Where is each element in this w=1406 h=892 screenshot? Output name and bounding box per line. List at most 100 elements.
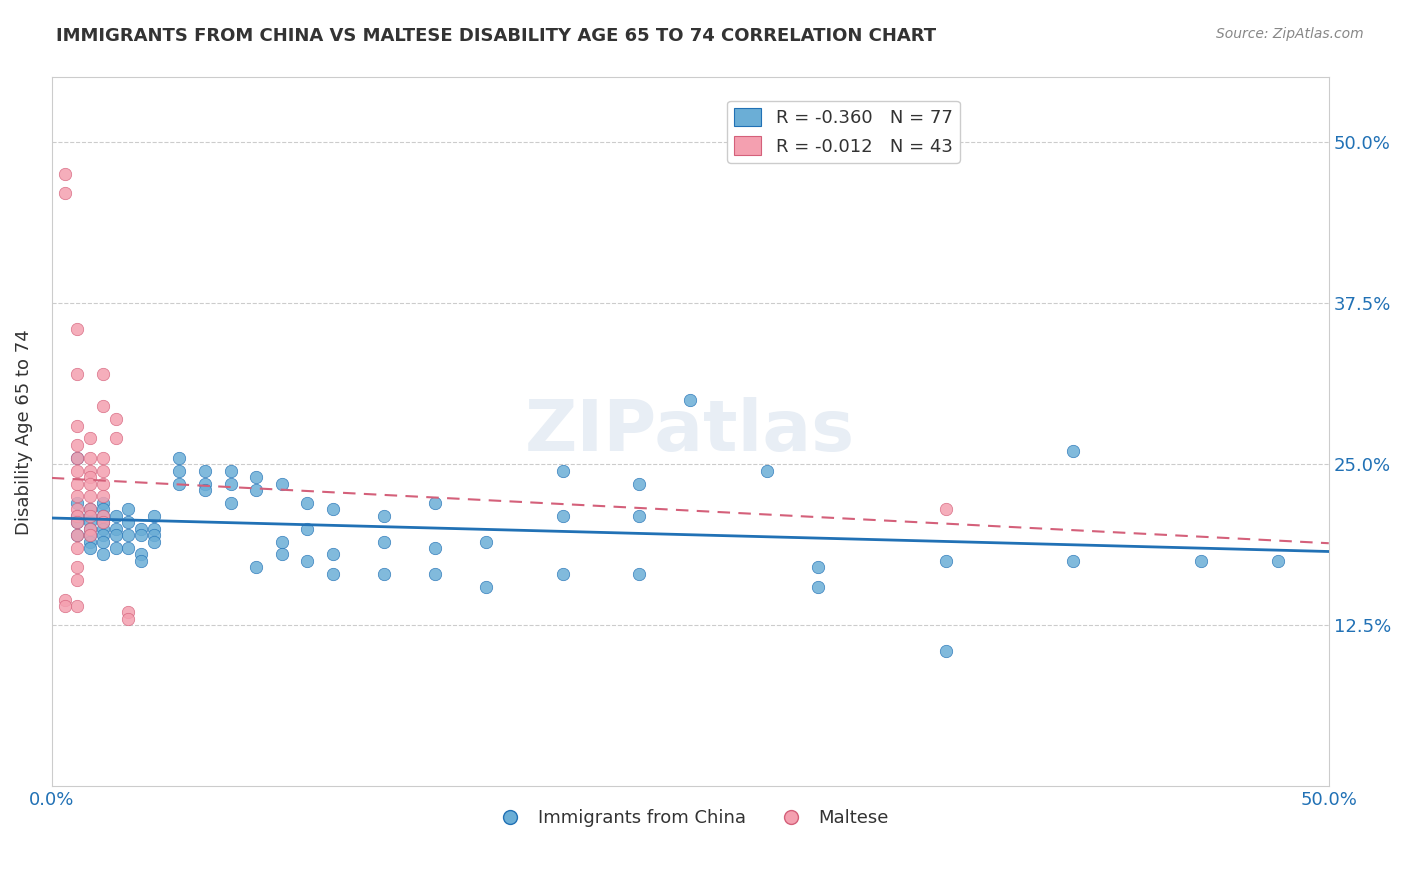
Text: Source: ZipAtlas.com: Source: ZipAtlas.com — [1216, 27, 1364, 41]
Point — [53, 186, 76, 201]
Legend: Immigrants from China, Maltese: Immigrants from China, Maltese — [485, 802, 896, 834]
Point — [91, 528, 114, 542]
Point — [66, 599, 89, 613]
Point — [807, 580, 830, 594]
Point — [270, 476, 292, 491]
Point — [104, 412, 127, 426]
Point — [628, 476, 651, 491]
Point — [104, 508, 127, 523]
Point — [91, 399, 114, 413]
Point — [66, 418, 89, 433]
Point — [423, 496, 446, 510]
Point — [935, 644, 957, 658]
Point — [91, 476, 114, 491]
Point — [91, 508, 114, 523]
Point — [129, 548, 152, 562]
Point — [373, 566, 395, 581]
Point — [79, 508, 101, 523]
Point — [91, 464, 114, 478]
Point — [66, 496, 89, 510]
Point — [79, 522, 101, 536]
Point — [169, 476, 191, 491]
Point — [423, 566, 446, 581]
Point — [79, 464, 101, 478]
Point — [66, 528, 89, 542]
Point — [66, 541, 89, 555]
Point — [117, 515, 139, 529]
Point — [551, 566, 574, 581]
Point — [66, 515, 89, 529]
Point — [53, 599, 76, 613]
Point — [270, 534, 292, 549]
Point — [551, 464, 574, 478]
Point — [91, 508, 114, 523]
Point — [295, 522, 318, 536]
Point — [117, 541, 139, 555]
Point — [91, 367, 114, 381]
Point — [270, 548, 292, 562]
Point — [245, 470, 267, 484]
Point — [79, 490, 101, 504]
Point — [66, 560, 89, 574]
Point — [322, 502, 344, 516]
Point — [79, 431, 101, 445]
Point — [935, 554, 957, 568]
Point — [1267, 554, 1289, 568]
Point — [245, 560, 267, 574]
Point — [117, 528, 139, 542]
Y-axis label: Disability Age 65 to 74: Disability Age 65 to 74 — [15, 329, 32, 535]
Point — [475, 534, 498, 549]
Point — [66, 450, 89, 465]
Point — [194, 464, 217, 478]
Point — [104, 431, 127, 445]
Point — [628, 566, 651, 581]
Point — [79, 528, 101, 542]
Point — [551, 508, 574, 523]
Point — [219, 476, 242, 491]
Point — [53, 167, 76, 181]
Point — [117, 612, 139, 626]
Point — [129, 522, 152, 536]
Point — [194, 483, 217, 497]
Text: ZIPatlas: ZIPatlas — [526, 398, 855, 467]
Point — [679, 392, 702, 407]
Point — [66, 490, 89, 504]
Point — [79, 522, 101, 536]
Point — [169, 464, 191, 478]
Point — [322, 548, 344, 562]
Point — [91, 450, 114, 465]
Point — [475, 580, 498, 594]
Point — [1062, 444, 1084, 458]
Point — [79, 476, 101, 491]
Point — [117, 502, 139, 516]
Point — [79, 515, 101, 529]
Point — [755, 464, 778, 478]
Point — [142, 534, 165, 549]
Point — [104, 541, 127, 555]
Point — [79, 541, 101, 555]
Point — [104, 528, 127, 542]
Point — [295, 496, 318, 510]
Point — [104, 522, 127, 536]
Point — [66, 508, 89, 523]
Point — [91, 548, 114, 562]
Point — [129, 528, 152, 542]
Point — [66, 450, 89, 465]
Point — [91, 496, 114, 510]
Point — [117, 606, 139, 620]
Point — [66, 476, 89, 491]
Point — [66, 573, 89, 587]
Point — [66, 508, 89, 523]
Point — [1189, 554, 1212, 568]
Point — [628, 508, 651, 523]
Point — [91, 502, 114, 516]
Point — [295, 554, 318, 568]
Point — [219, 496, 242, 510]
Point — [91, 515, 114, 529]
Point — [79, 502, 101, 516]
Point — [245, 483, 267, 497]
Point — [219, 464, 242, 478]
Point — [91, 534, 114, 549]
Point — [423, 541, 446, 555]
Point — [66, 515, 89, 529]
